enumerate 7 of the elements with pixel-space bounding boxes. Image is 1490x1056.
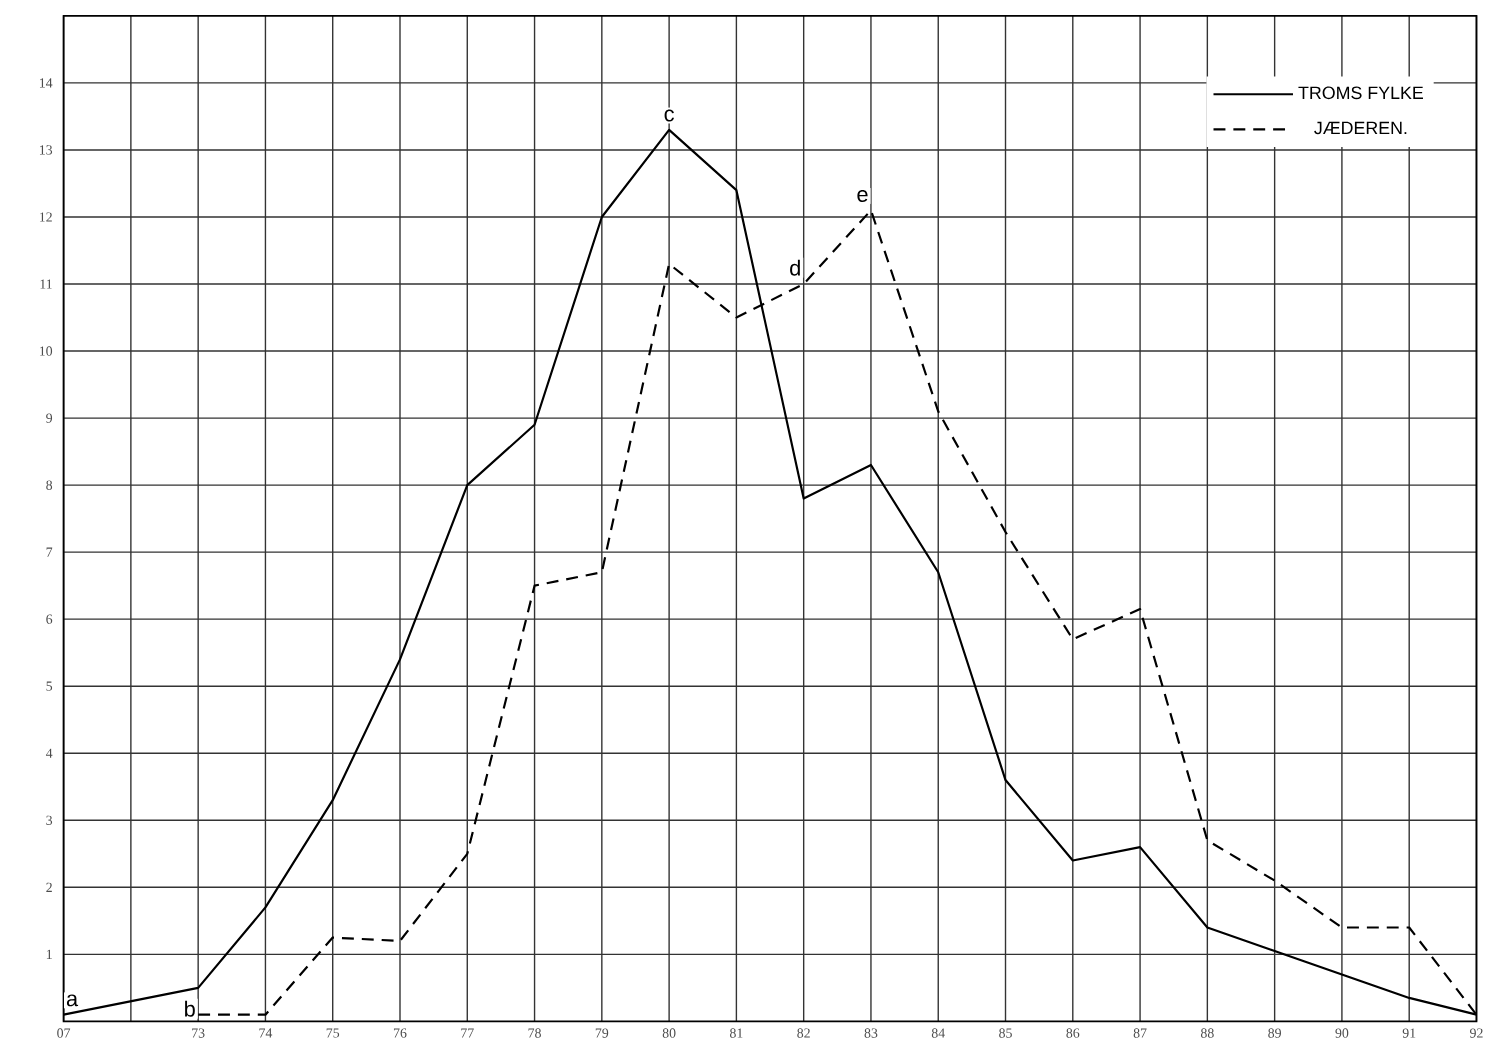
annotation: d	[790, 260, 800, 277]
annotation: e	[857, 190, 868, 203]
annotation: b	[185, 1001, 195, 1018]
annotation: a	[66, 994, 79, 1007]
annotation: c	[664, 109, 674, 122]
legend-label: JÆDEREN.	[1314, 122, 1407, 135]
legend-label: TROMS FYLKE	[1298, 86, 1423, 100]
